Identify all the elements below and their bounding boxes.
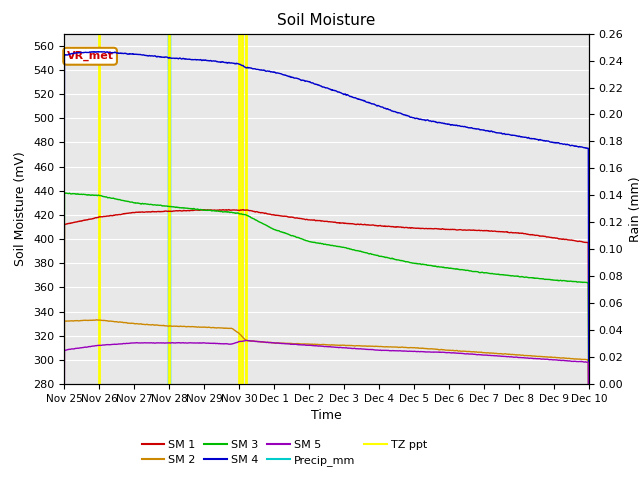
SM 1 <box>342 220 349 226</box>
SM 3 <box>585 456 593 461</box>
SM 1 <box>225 207 233 213</box>
SM 1 <box>207 207 214 213</box>
SM 4 <box>479 127 486 133</box>
SM 1 <box>353 221 361 227</box>
Legend: SM 1, SM 2, SM 3, SM 4, SM 5, Precip_mm, TZ ppt: SM 1, SM 2, SM 3, SM 4, SM 5, Precip_mm,… <box>137 435 432 470</box>
SM 5 <box>207 340 214 346</box>
SM 3 <box>539 276 547 282</box>
SM 4 <box>585 375 593 381</box>
SM 5 <box>353 346 361 351</box>
SM 3 <box>554 277 561 283</box>
SM 2 <box>554 355 561 360</box>
SM 4 <box>60 319 68 325</box>
SM 2 <box>353 343 361 348</box>
Line: SM 2: SM 2 <box>64 320 589 480</box>
Line: SM 5: SM 5 <box>64 340 589 480</box>
SM 1 <box>60 421 68 427</box>
SM 1 <box>479 228 486 234</box>
SM 4 <box>342 92 349 97</box>
SM 4 <box>95 49 102 55</box>
SM 2 <box>342 343 349 348</box>
SM 1 <box>554 235 561 241</box>
SM 4 <box>207 58 214 63</box>
SM 3 <box>342 245 349 251</box>
SM 2 <box>60 479 68 480</box>
SM 3 <box>207 207 214 213</box>
SM 2 <box>207 325 214 331</box>
SM 2 <box>539 354 547 360</box>
SM 2 <box>479 350 486 356</box>
SM 3 <box>60 402 68 408</box>
SM 4 <box>539 138 547 144</box>
Line: SM 4: SM 4 <box>64 52 589 378</box>
X-axis label: Time: Time <box>311 409 342 422</box>
SM 3 <box>353 248 361 253</box>
SM 5 <box>554 357 561 363</box>
Line: SM 3: SM 3 <box>64 193 589 458</box>
SM 5 <box>539 356 547 362</box>
SM 2 <box>93 317 100 323</box>
SM 1 <box>585 432 593 437</box>
SM 4 <box>554 140 561 146</box>
Y-axis label: Soil Moisture (mV): Soil Moisture (mV) <box>15 151 28 266</box>
SM 5 <box>479 352 486 358</box>
SM 5 <box>342 345 349 351</box>
Y-axis label: Rain (mm): Rain (mm) <box>629 176 640 241</box>
Text: VR_met: VR_met <box>67 51 114 61</box>
SM 3 <box>479 270 486 276</box>
SM 4 <box>353 96 361 101</box>
SM 3 <box>62 190 70 196</box>
Line: SM 1: SM 1 <box>64 210 589 434</box>
SM 5 <box>242 337 250 343</box>
Title: Soil Moisture: Soil Moisture <box>277 13 376 28</box>
SM 1 <box>539 233 547 239</box>
